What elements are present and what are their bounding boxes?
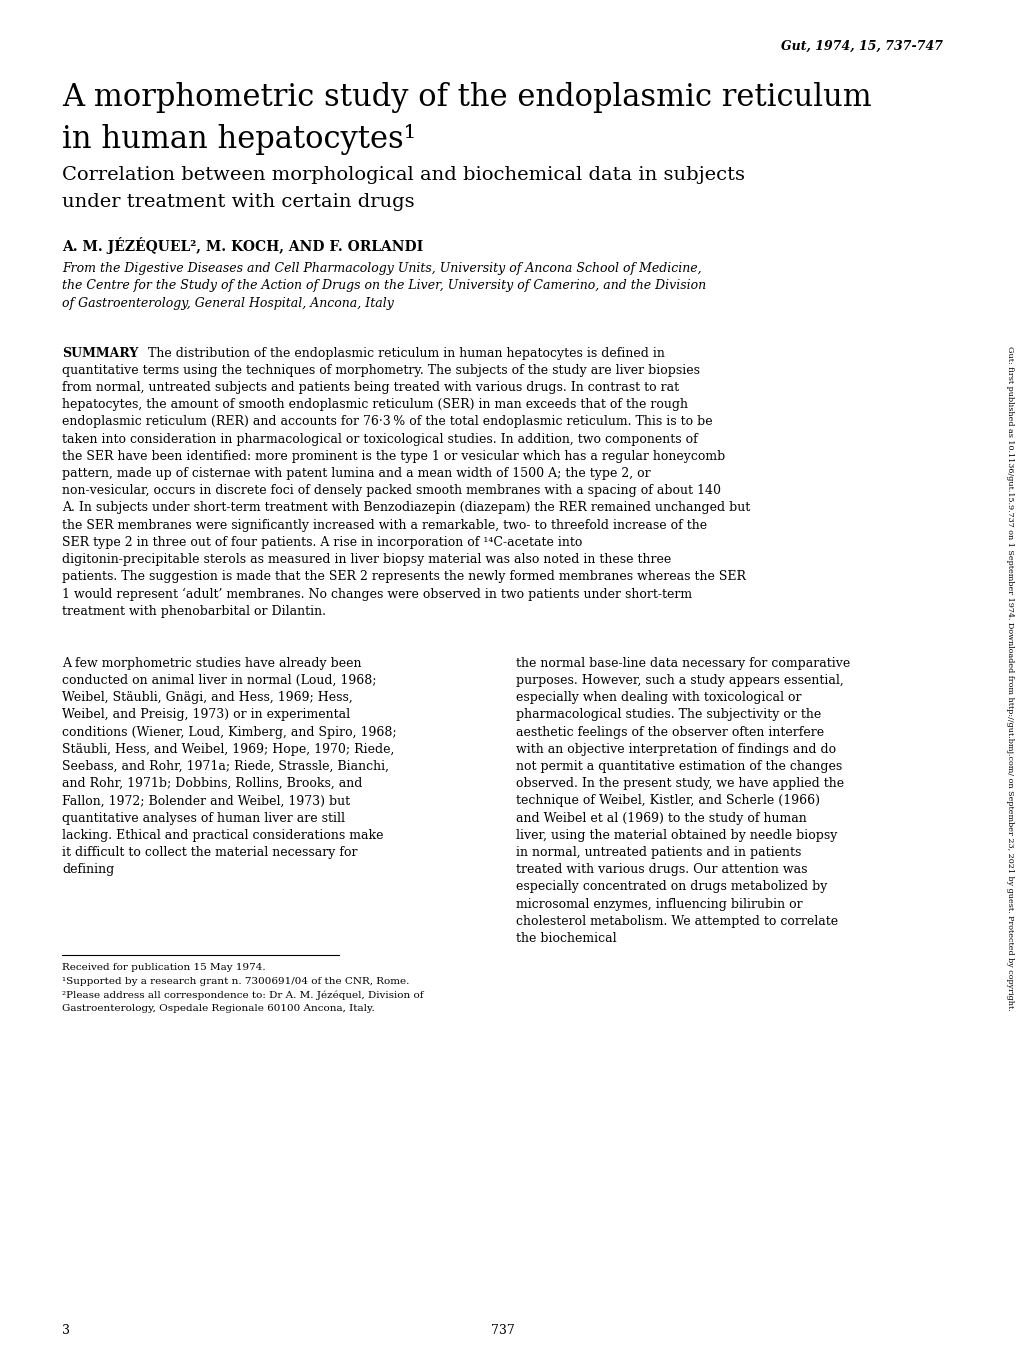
Text: not permit a quantitative estimation of the changes: not permit a quantitative estimation of …	[516, 760, 842, 773]
Text: the biochemical: the biochemical	[516, 932, 616, 944]
Text: quantitative analyses of human liver are still: quantitative analyses of human liver are…	[62, 811, 344, 825]
Text: especially when dealing with toxicological or: especially when dealing with toxicologic…	[516, 691, 801, 704]
Text: microsomal enzymes, influencing bilirubin or: microsomal enzymes, influencing bilirubi…	[516, 897, 802, 911]
Text: in normal, untreated patients and in patients: in normal, untreated patients and in pat…	[516, 845, 801, 859]
Text: especially concentrated on drugs metabolized by: especially concentrated on drugs metabol…	[516, 881, 827, 893]
Text: Seebass, and Rohr, 1971a; Riede, Strassle, Bianchi,: Seebass, and Rohr, 1971a; Riede, Strassl…	[62, 760, 388, 773]
Text: ¹Supported by a research grant n. 7300691/04 of the CNR, Rome.: ¹Supported by a research grant n. 730069…	[62, 977, 409, 985]
Text: endoplasmic reticulum (RER) and accounts for 76·3 % of the total endoplasmic ret: endoplasmic reticulum (RER) and accounts…	[62, 415, 712, 429]
Text: treatment with phenobarbital or Dilantin.: treatment with phenobarbital or Dilantin…	[62, 604, 326, 617]
Text: Gut, 1974, 15, 737-747: Gut, 1974, 15, 737-747	[781, 39, 943, 53]
Text: hepatocytes, the amount of smooth endoplasmic reticulum (SER) in man exceeds tha: hepatocytes, the amount of smooth endopl…	[62, 398, 688, 411]
Text: A few morphometric studies have already been: A few morphometric studies have already …	[62, 657, 361, 670]
Text: The distribution of the endoplasmic reticulum in human hepatocytes is defined in: The distribution of the endoplasmic reti…	[131, 346, 664, 360]
Text: A. In subjects under short-term treatment with Benzodiazepin (diazepam) the RER : A. In subjects under short-term treatmen…	[62, 501, 750, 514]
Text: SUMMARY: SUMMARY	[62, 346, 139, 360]
Text: SER type 2 in three out of four patients. A rise in incorporation of ¹⁴C-acetate: SER type 2 in three out of four patients…	[62, 536, 582, 548]
Text: purposes. However, such a study appears essential,: purposes. However, such a study appears …	[516, 674, 844, 687]
Text: Fallon, 1972; Bolender and Weibel, 1973) but: Fallon, 1972; Bolender and Weibel, 1973)…	[62, 794, 350, 807]
Text: Weibel, and Preisig, 1973) or in experimental: Weibel, and Preisig, 1973) or in experim…	[62, 708, 350, 722]
Text: defining: defining	[62, 863, 114, 877]
Text: 1 would represent ‘adult’ membranes. No changes were observed in two patients un: 1 would represent ‘adult’ membranes. No …	[62, 588, 692, 601]
Text: conditions (Wiener, Loud, Kimberg, and Spiro, 1968;: conditions (Wiener, Loud, Kimberg, and S…	[62, 726, 396, 738]
Text: from normal, untreated subjects and patients being treated with various drugs. I: from normal, untreated subjects and pati…	[62, 381, 679, 394]
Text: quantitative terms using the techniques of morphometry. The subjects of the stud: quantitative terms using the techniques …	[62, 364, 699, 377]
Text: it difficult to collect the material necessary for: it difficult to collect the material nec…	[62, 845, 357, 859]
Text: and Rohr, 1971b; Dobbins, Rollins, Brooks, and: and Rohr, 1971b; Dobbins, Rollins, Brook…	[62, 778, 362, 790]
Text: under treatment with certain drugs: under treatment with certain drugs	[62, 193, 414, 210]
Text: Stäubli, Hess, and Weibel, 1969; Hope, 1970; Riede,: Stäubli, Hess, and Weibel, 1969; Hope, 1…	[62, 742, 394, 756]
Text: with an objective interpretation of findings and do: with an objective interpretation of find…	[516, 742, 836, 756]
Text: the SER membranes were significantly increased with a remarkable, two- to threef: the SER membranes were significantly inc…	[62, 518, 706, 532]
Text: cholesterol metabolism. We attempted to correlate: cholesterol metabolism. We attempted to …	[516, 915, 838, 928]
Text: treated with various drugs. Our attention was: treated with various drugs. Our attentio…	[516, 863, 807, 877]
Text: Weibel, Stäubli, Gnägi, and Hess, 1969; Hess,: Weibel, Stäubli, Gnägi, and Hess, 1969; …	[62, 691, 353, 704]
Text: taken into consideration in pharmacological or toxicological studies. In additio: taken into consideration in pharmacologi…	[62, 433, 697, 445]
Text: patients. The suggestion is made that the SER 2 represents the newly formed memb: patients. The suggestion is made that th…	[62, 570, 745, 584]
Text: Correlation between morphological and biochemical data in subjects: Correlation between morphological and bi…	[62, 166, 744, 185]
Text: A. M. JÉZÉQUEL², M. KOCH, AND F. ORLANDI: A. M. JÉZÉQUEL², M. KOCH, AND F. ORLANDI	[62, 237, 423, 254]
Text: observed. In the present study, we have applied the: observed. In the present study, we have …	[516, 778, 844, 790]
Text: 737: 737	[490, 1324, 514, 1337]
Text: non-vesicular, occurs in discrete foci of densely packed smooth membranes with a: non-vesicular, occurs in discrete foci o…	[62, 484, 720, 497]
Text: digitonin-precipitable sterols as measured in liver biopsy material was also not: digitonin-precipitable sterols as measur…	[62, 552, 671, 566]
Text: the SER have been identified: more prominent is the type 1 or vesicular which ha: the SER have been identified: more promi…	[62, 449, 725, 463]
Text: 3: 3	[62, 1324, 70, 1337]
Text: Gastroenterology, Ospedale Regionale 60100 Ancona, Italy.: Gastroenterology, Ospedale Regionale 601…	[62, 1004, 374, 1012]
Text: From the Digestive Diseases and Cell Pharmacology Units, University of Ancona Sc: From the Digestive Diseases and Cell Pha…	[62, 262, 701, 275]
Text: liver, using the material obtained by needle biopsy: liver, using the material obtained by ne…	[516, 829, 837, 841]
Text: of Gastroenterology, General Hospital, Ancona, Italy: of Gastroenterology, General Hospital, A…	[62, 297, 393, 309]
Text: and Weibel et al (1969) to the study of human: and Weibel et al (1969) to the study of …	[516, 811, 806, 825]
Text: conducted on animal liver in normal (Loud, 1968;: conducted on animal liver in normal (Lou…	[62, 674, 376, 687]
Text: in human hepatocytes¹: in human hepatocytes¹	[62, 123, 416, 155]
Text: Gut: first published as 10.1136/gut.15.9.737 on 1 September 1974. Downloaded fro: Gut: first published as 10.1136/gut.15.9…	[1005, 346, 1013, 1011]
Text: pharmacological studies. The subjectivity or the: pharmacological studies. The subjectivit…	[516, 708, 821, 722]
Text: the normal base-line data necessary for comparative: the normal base-line data necessary for …	[516, 657, 850, 670]
Text: the Centre for the Study of the Action of Drugs on the Liver, University of Came: the Centre for the Study of the Action o…	[62, 280, 705, 293]
Text: lacking. Ethical and practical considerations make: lacking. Ethical and practical considera…	[62, 829, 383, 841]
Text: Received for publication 15 May 1974.: Received for publication 15 May 1974.	[62, 963, 265, 972]
Text: A morphometric study of the endoplasmic reticulum: A morphometric study of the endoplasmic …	[62, 81, 871, 113]
Text: technique of Weibel, Kistler, and Scherle (1966): technique of Weibel, Kistler, and Scherl…	[516, 794, 819, 807]
Text: pattern, made up of cisternae with patent lumina and a mean width of 1500 A; the: pattern, made up of cisternae with paten…	[62, 467, 650, 480]
Text: ²Please address all correspondence to: Dr A. M. Jézéquel, Division of: ²Please address all correspondence to: D…	[62, 991, 423, 1000]
Text: aesthetic feelings of the observer often interfere: aesthetic feelings of the observer often…	[516, 726, 823, 738]
